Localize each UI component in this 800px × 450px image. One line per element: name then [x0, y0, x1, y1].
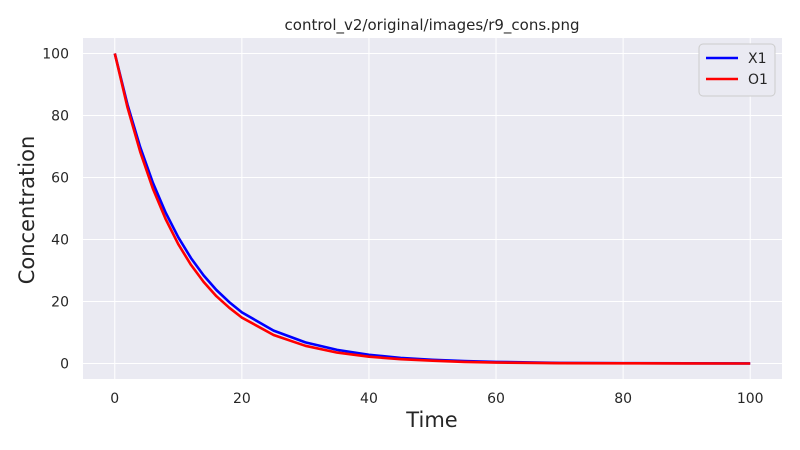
x-tick-label: 40: [360, 391, 378, 407]
x-tick-label: 80: [614, 391, 632, 407]
x-tick-label: 100: [737, 391, 764, 407]
y-tick-label: 60: [51, 171, 69, 187]
tick-labels: 0 20 40 60 80 100 0 20 40 60 80 100: [42, 47, 763, 408]
y-tick-label: 100: [42, 47, 69, 63]
chart-title: control_v2/original/images/r9_cons.png: [285, 16, 580, 35]
legend-label-x1: X1: [748, 51, 767, 67]
x-tick-label: 0: [110, 391, 119, 407]
series-lines: [113, 53, 751, 365]
y-axis-label: Concentration: [15, 136, 39, 285]
y-tick-label: 0: [60, 357, 69, 373]
x-axis-label: Time: [405, 408, 457, 432]
x-tick-label: 60: [487, 391, 505, 407]
series-line-o1: [113, 53, 751, 365]
legend-label-o1: O1: [748, 72, 768, 88]
x-tick-label: 20: [233, 391, 251, 407]
y-tick-label: 80: [51, 109, 69, 125]
legend: X1 O1: [698, 43, 776, 97]
y-tick-label: 20: [51, 295, 69, 311]
plot-area: [83, 38, 782, 379]
y-tick-label: 40: [51, 233, 69, 249]
